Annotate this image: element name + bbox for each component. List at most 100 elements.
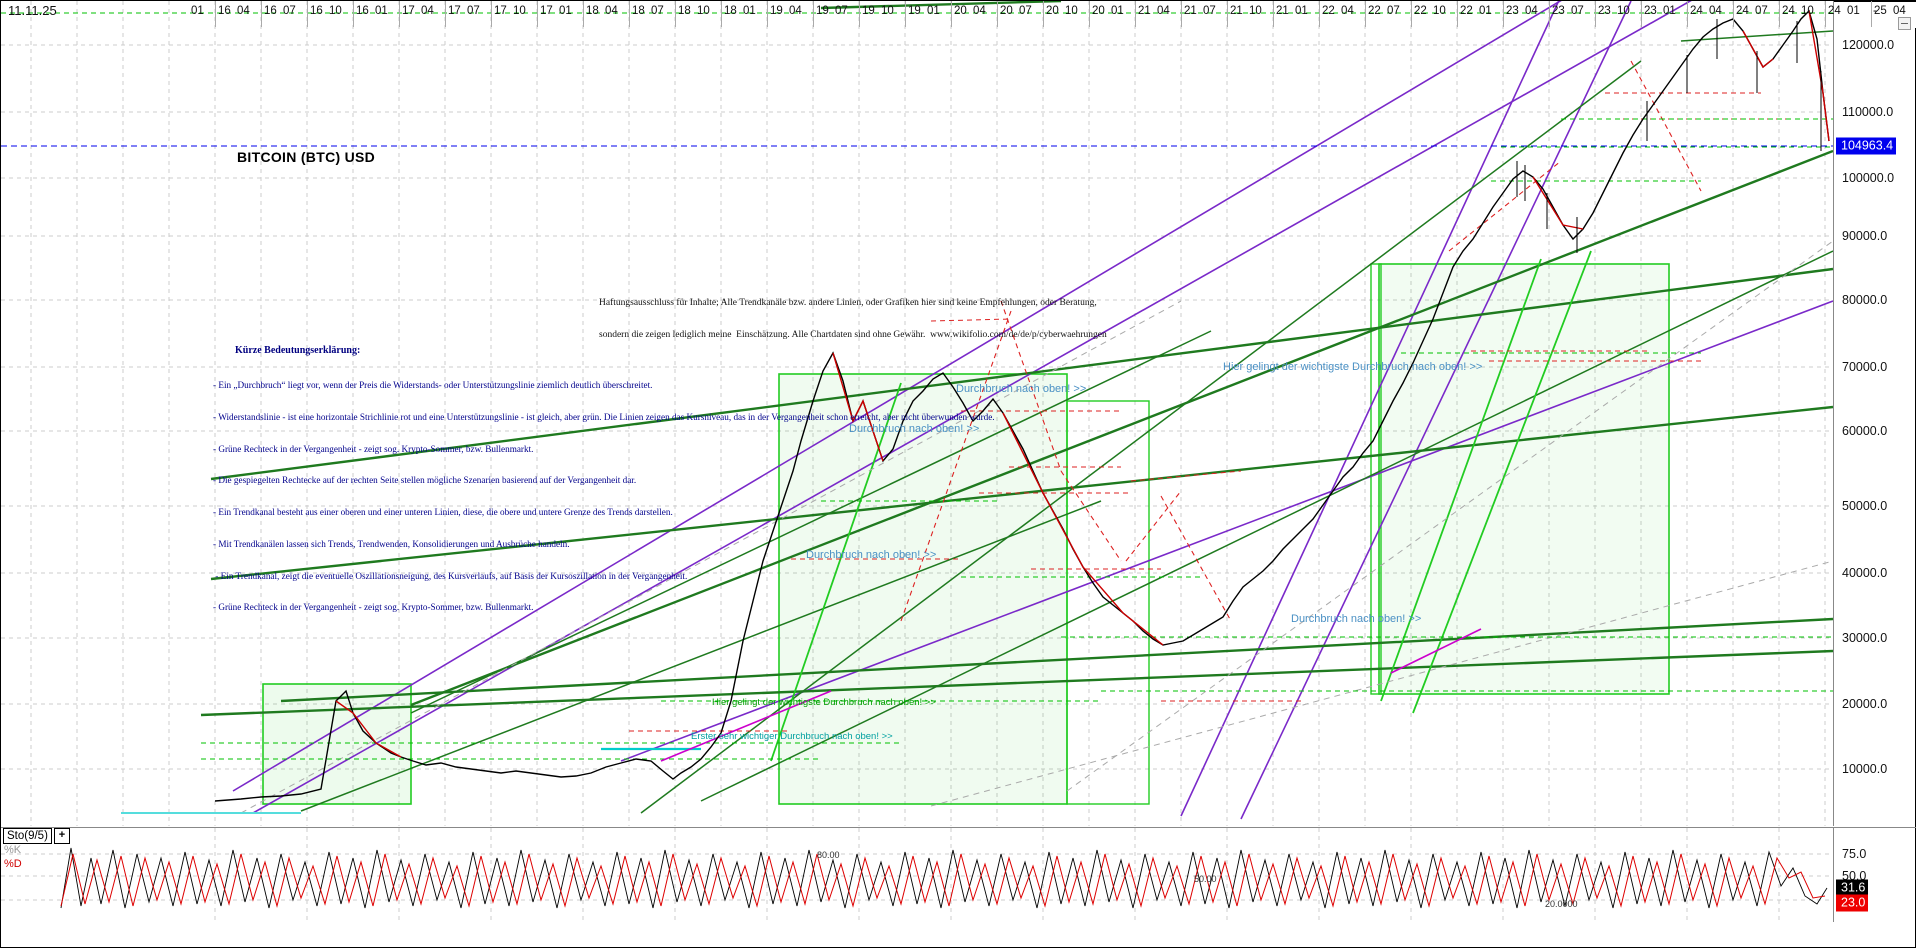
legend-line: - Ein Trendkanal, zeigt die eventuelle O… — [213, 570, 688, 581]
price-tick: 40000.0 — [1842, 566, 1888, 580]
oscillator-series-k-label: %K — [4, 844, 22, 856]
time-axis-separator — [1135, 1, 1136, 27]
time-axis-month: 10 — [1801, 5, 1814, 17]
time-axis-separator — [767, 1, 768, 27]
time-axis-year: 18 — [586, 5, 599, 17]
time-axis-separator — [1549, 1, 1550, 27]
time-axis-year: 19 — [770, 5, 783, 17]
price-tick: 70000.0 — [1842, 360, 1888, 374]
annotation-breakout-up-1: Durchbruch nach oben! >> — [956, 383, 1087, 395]
time-axis-month: 04 — [973, 5, 986, 17]
time-axis-year: 21 — [1184, 5, 1197, 17]
time-axis-year: 20 — [954, 5, 967, 17]
time-axis-year: 23 — [1598, 5, 1611, 17]
price-tick: 80000.0 — [1842, 293, 1888, 307]
time-axis-separator — [813, 1, 814, 27]
time-axis-month: 10 — [697, 5, 710, 17]
price-series — [214, 9, 1830, 802]
oscillator-axis[interactable]: 75.0 50.0 31.6 23.0 — [1833, 827, 1916, 922]
time-axis-separator — [997, 1, 998, 27]
time-axis-month: 01 — [559, 5, 572, 17]
time-axis-year: 20 — [1046, 5, 1059, 17]
time-axis-month: 10 — [329, 5, 342, 17]
time-axis-month: 07 — [1571, 5, 1584, 17]
oscillator-header[interactable]: Sto(9/5) + — [3, 828, 70, 844]
time-axis-separator — [399, 1, 400, 27]
oscillator-series-d-label: %D — [4, 858, 22, 870]
purple-trend-channel — [232, 1, 1833, 820]
time-axis-separator — [1687, 1, 1688, 27]
time-axis-month: 01 — [375, 5, 388, 17]
time-axis-month: 01 — [1663, 5, 1676, 17]
stochastic-oscillator-panel[interactable]: Sto(9/5) + %K %D 80.00 50.00 20.0000 - S… — [1, 827, 1833, 922]
legend-heading: Kürze Bedeutungserklärung: — [235, 345, 361, 357]
time-axis-month: 04 — [1893, 5, 1906, 17]
time-axis-year: 16 — [218, 5, 231, 17]
time-axis-separator — [537, 1, 538, 27]
time-axis-separator — [1273, 1, 1274, 27]
price-tick: 110000.0 — [1842, 105, 1894, 119]
time-axis-month: 10 — [1617, 5, 1630, 17]
time-axis-year: 17 — [494, 5, 507, 17]
page-title: BITCOIN (BTC) USD — [237, 149, 376, 165]
time-axis-year: 21 — [1138, 5, 1151, 17]
price-axis[interactable]: 120000.0 110000.0 100000.0 90000.0 80000… — [1833, 1, 1916, 826]
time-axis-separator — [1871, 1, 1872, 27]
time-axis-month: 07 — [283, 5, 296, 17]
time-axis-year: 16 — [264, 5, 277, 17]
time-axis-year: 18 — [632, 5, 645, 17]
time-axis-month: 04 — [421, 5, 434, 17]
time-axis-year: 17 — [540, 5, 553, 17]
time-axis-separator — [1641, 1, 1642, 27]
add-indicator-button[interactable]: + — [53, 828, 70, 844]
time-axis-separator — [1595, 1, 1596, 27]
time-axis-separator — [905, 1, 906, 27]
oscillator-level-50: 50.00 — [1194, 874, 1217, 884]
time-axis-month: 07 — [1755, 5, 1768, 17]
oscillator-canvas — [1, 828, 1833, 922]
time-axis-month: 04 — [1341, 5, 1354, 17]
time-axis-year: 19 — [862, 5, 875, 17]
price-tick: 30000.0 — [1842, 631, 1888, 645]
time-axis-year: 18 — [678, 5, 691, 17]
legend-line: - Widerstandslinie - ist eine horizontal… — [213, 411, 995, 422]
time-axis-month: 01 — [743, 5, 756, 17]
price-tick: 10000.0 — [1842, 762, 1888, 776]
time-axis-month: 04 — [605, 5, 618, 17]
price-tick: 60000.0 — [1842, 424, 1888, 438]
time-axis-year: 16 — [356, 5, 369, 17]
disclaimer-line-2: sondern die zeigen lediglich meine Einsc… — [599, 329, 1107, 340]
oscillator-tick: 75.0 — [1842, 847, 1867, 861]
price-chart-panel[interactable]: BITCOIN (BTC) USD Haftungsausschluss für… — [1, 1, 1833, 826]
time-axis-separator — [859, 1, 860, 27]
annotation-breakout-up-3: Durchbruch nach oben! >> — [806, 549, 937, 561]
time-axis-separator — [1227, 1, 1228, 27]
time-axis-separator — [307, 1, 308, 27]
annotation-breakout-up-2: Durchbruch nach oben! >> — [849, 423, 980, 435]
time-axis-separator — [1043, 1, 1044, 27]
price-tick: 50000.0 — [1842, 499, 1888, 513]
annotation-main-breakout-right: Hier gelingt der wichtigste Durchbruch n… — [1223, 361, 1483, 373]
time-axis-month: 07 — [835, 5, 848, 17]
time-axis-month: 01 — [1479, 5, 1492, 17]
time-axis-year: 24 — [1782, 5, 1795, 17]
time-axis-separator — [491, 1, 492, 27]
minimize-icon[interactable] — [1898, 17, 1911, 30]
time-axis-month: 04 — [1157, 5, 1170, 17]
time-axis-year: 16 — [310, 5, 323, 17]
time-axis-year: 23 — [1552, 5, 1565, 17]
time-axis-separator — [215, 1, 216, 27]
time-axis-year: 17 — [448, 5, 461, 17]
time-axis-separator — [1089, 1, 1090, 27]
disclaimer-line-1: Haftungsausschluss für Inhalte; Alle Tre… — [599, 298, 1097, 308]
time-axis-month: 04 — [1525, 5, 1538, 17]
time-axis-month: 01 — [1847, 5, 1860, 17]
time-axis-year: 22 — [1368, 5, 1381, 17]
oscillator-level-80: 80.00 — [817, 850, 840, 860]
annotation-breakout-up-4: Durchbruch nach oben! >> — [1291, 613, 1422, 625]
time-axis-year: 21 — [1276, 5, 1289, 17]
time-axis-month: 07 — [467, 5, 480, 17]
time-axis-year: 19 — [908, 5, 921, 17]
legend-line: - Grüne Rechteck in der Vergangenheit - … — [213, 602, 534, 613]
